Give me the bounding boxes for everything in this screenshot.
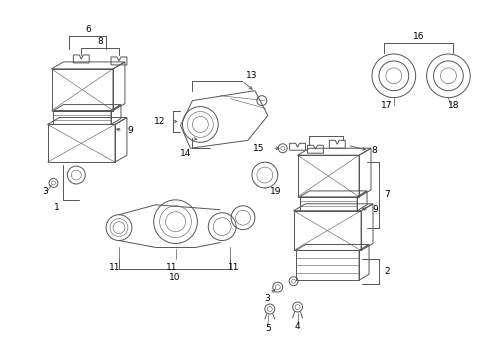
Text: 7: 7 xyxy=(383,190,389,199)
Text: 9: 9 xyxy=(127,126,132,135)
Text: 13: 13 xyxy=(245,71,257,80)
Text: 10: 10 xyxy=(168,273,180,282)
Text: 1: 1 xyxy=(54,203,59,212)
Text: 5: 5 xyxy=(264,324,270,333)
Text: 11: 11 xyxy=(109,263,121,272)
Text: 8: 8 xyxy=(370,146,376,155)
Text: 15: 15 xyxy=(253,144,264,153)
Text: 8: 8 xyxy=(97,37,103,46)
Text: 18: 18 xyxy=(447,101,458,110)
Text: 11: 11 xyxy=(228,263,239,272)
Text: 9: 9 xyxy=(371,205,377,214)
Text: 12: 12 xyxy=(154,117,165,126)
Text: 3: 3 xyxy=(42,188,48,197)
Text: 4: 4 xyxy=(294,322,300,331)
Text: 16: 16 xyxy=(412,32,424,41)
Text: 3: 3 xyxy=(264,294,269,303)
Text: 19: 19 xyxy=(269,188,281,197)
Text: 17: 17 xyxy=(380,101,392,110)
Text: 11: 11 xyxy=(165,263,177,272)
Text: 6: 6 xyxy=(85,25,91,34)
Text: 2: 2 xyxy=(383,267,389,276)
Text: 14: 14 xyxy=(180,149,191,158)
